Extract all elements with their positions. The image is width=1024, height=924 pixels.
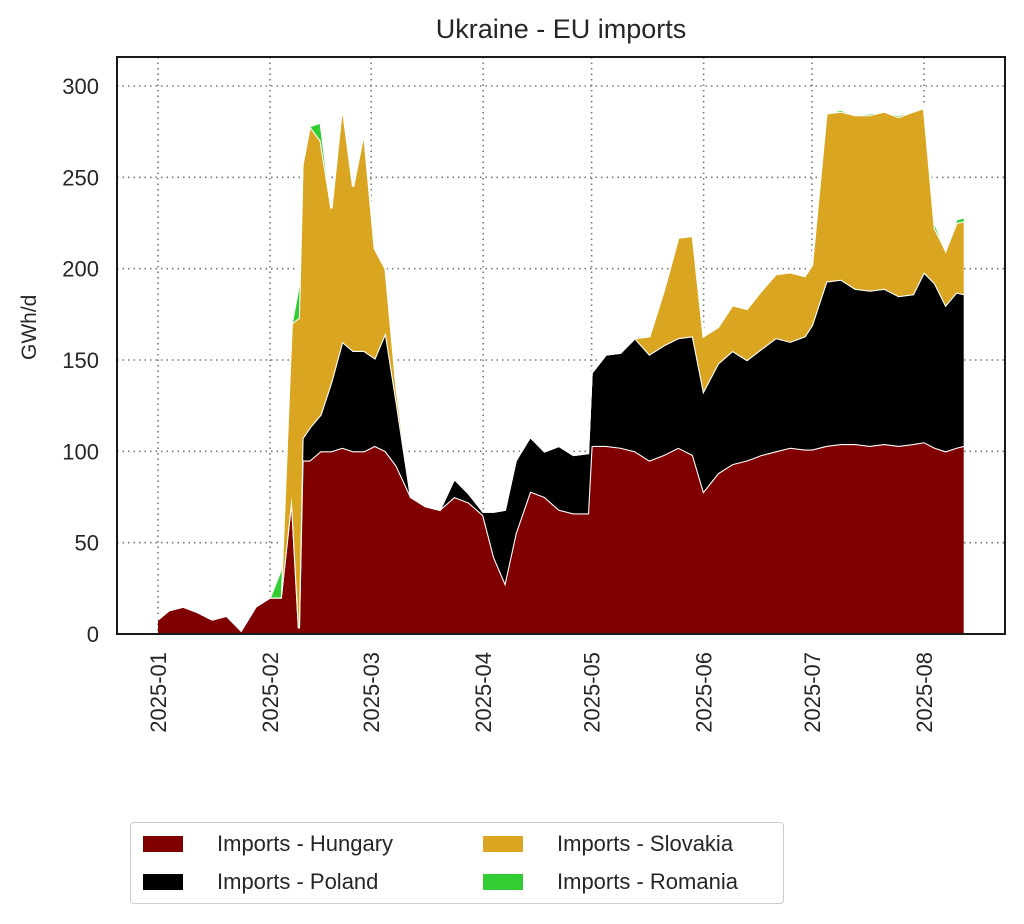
- svg-text:2025-04: 2025-04: [471, 652, 496, 733]
- chart-title: Ukraine - EU imports: [435, 14, 687, 44]
- legend-label: Imports - Slovakia: [557, 831, 734, 856]
- svg-text:150: 150: [62, 348, 99, 373]
- legend-swatch-hungary: [143, 836, 183, 852]
- svg-text:2025-08: 2025-08: [912, 652, 937, 733]
- legend-item-hungary: Imports - Hungary: [143, 831, 393, 857]
- svg-text:2025-02: 2025-02: [258, 652, 283, 733]
- svg-text:2025-01: 2025-01: [146, 652, 171, 733]
- legend-item-slovakia: Imports - Slovakia: [483, 831, 733, 857]
- svg-text:2025-07: 2025-07: [800, 652, 825, 733]
- svg-text:50: 50: [75, 531, 99, 556]
- stacked-areas: [157, 104, 964, 634]
- svg-text:300: 300: [62, 74, 99, 99]
- area-imports-slovakia: [158, 104, 964, 631]
- svg-text:2025-03: 2025-03: [359, 652, 384, 733]
- legend-item-poland: Imports - Poland: [143, 869, 378, 895]
- legend: Imports - Hungary Imports - Poland Impor…: [130, 822, 784, 904]
- legend-swatch-romania: [483, 874, 523, 890]
- svg-text:2025-05: 2025-05: [580, 652, 605, 733]
- svg-text:250: 250: [62, 165, 99, 190]
- area-imports-poland: [158, 272, 964, 631]
- legend-label: Imports - Romania: [557, 869, 738, 894]
- area-imports-hungary: [158, 442, 964, 634]
- legend-swatch-poland: [143, 874, 183, 890]
- svg-text:2025-06: 2025-06: [692, 652, 717, 733]
- svg-text:200: 200: [62, 257, 99, 282]
- legend-label: Imports - Poland: [217, 869, 379, 894]
- legend-label: Imports - Hungary: [217, 831, 394, 856]
- legend-item-romania: Imports - Romania: [483, 869, 738, 895]
- legend-swatch-slovakia: [483, 836, 523, 852]
- svg-text:0: 0: [87, 622, 99, 647]
- svg-text:100: 100: [62, 439, 99, 464]
- axes: 0 50 100 150 200 250 300 2025-01 2025-02 2025-03 2…: [62, 56, 1006, 733]
